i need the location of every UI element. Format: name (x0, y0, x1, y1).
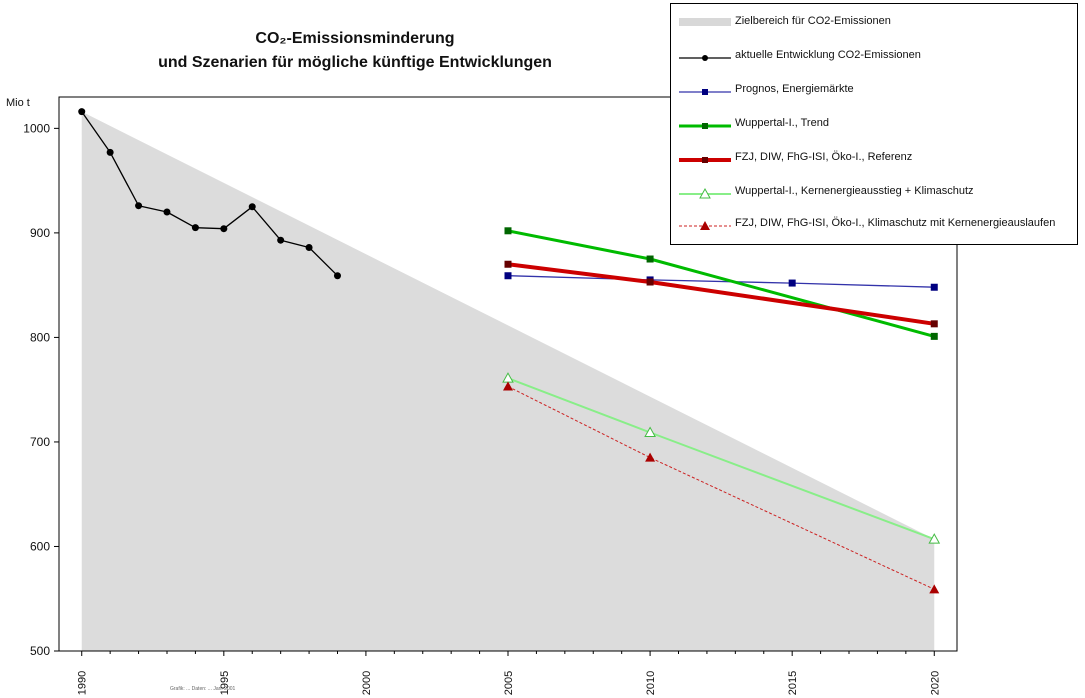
legend-item-wuppertal-klimaschutz: Wuppertal-I., Kernenergieausstieg + Klim… (671, 178, 1077, 208)
data-point (646, 278, 654, 286)
x-tick-label: 2000 (361, 671, 373, 695)
x-tick-label: 1990 (77, 671, 89, 695)
legend-item-prognos: Prognos, Energiemärkte (671, 76, 1077, 106)
series-line-3 (507, 262, 935, 326)
series-line-2 (507, 229, 935, 338)
data-point (220, 225, 228, 233)
data-point (929, 584, 940, 594)
y-tick-label: 700 (30, 435, 50, 449)
legend-label: Zielbereich für CO2-Emissionen (735, 15, 891, 27)
series-line-0 (81, 111, 338, 277)
legend-swatch-prognos (679, 89, 731, 95)
legend-label: FZJ, DIW, FhG-ISI, Öko-I., Referenz (735, 151, 913, 163)
data-point (504, 227, 512, 235)
data-point (106, 148, 114, 156)
data-point (788, 279, 796, 287)
x-tick-label: 2005 (503, 671, 515, 695)
data-point (191, 224, 199, 232)
legend-swatch-wuppertal-trend (679, 123, 731, 129)
series-line-5 (507, 386, 935, 590)
data-point (930, 283, 938, 291)
data-point (503, 381, 513, 391)
x-tick-label: 1995 (219, 671, 231, 695)
data-point (333, 272, 341, 280)
data-point (644, 426, 656, 438)
y-tick-label: 900 (30, 226, 50, 240)
data-point (305, 244, 313, 252)
y-axis-label: Mio t (6, 97, 30, 109)
data-point (135, 202, 143, 210)
y-tick-label: 500 (30, 644, 50, 658)
legend-swatch-klimaschutz-kernenergie (679, 221, 731, 230)
data-point (930, 332, 938, 340)
x-tick-label: 2020 (929, 671, 941, 695)
legend-label: Wuppertal-I., Trend (735, 117, 829, 129)
data-point (928, 533, 941, 544)
data-point (248, 203, 256, 211)
y-tick-label: 600 (30, 539, 50, 553)
legend-swatch-wuppertal-klimaschutz (679, 187, 731, 199)
data-point (277, 236, 285, 244)
y-tick-label: 1000 (23, 121, 50, 135)
data-point (78, 108, 86, 116)
source-note: Grafik: ... Daten: ... Jan. 2001 (170, 686, 236, 692)
legend-label: Wuppertal-I., Kernenergieausstieg + Klim… (735, 185, 974, 197)
legend: Zielbereich für CO2-Emissionen aktuelle … (670, 3, 1078, 245)
series-line-1 (507, 275, 935, 288)
data-point (930, 320, 938, 328)
data-point (504, 260, 512, 268)
x-tick-label: 2010 (645, 671, 657, 695)
legend-swatch-actual (679, 55, 731, 61)
legend-swatch-area (679, 18, 731, 26)
legend-label: aktuelle Entwicklung CO2-Emissionen (735, 49, 921, 61)
data-point (504, 272, 512, 280)
legend-label: FZJ, DIW, FhG-ISI, Öko-I., Klimaschutz m… (735, 217, 1056, 229)
legend-item-wuppertal-trend: Wuppertal-I., Trend (671, 110, 1077, 140)
legend-item-target-area: Zielbereich für CO2-Emissionen (671, 8, 1077, 38)
data-point (646, 255, 654, 263)
data-point (163, 208, 171, 216)
chart-subtitle: und Szenarien für mögliche künftige Entw… (158, 54, 552, 71)
legend-item-referenz: FZJ, DIW, FhG-ISI, Öko-I., Referenz (671, 144, 1077, 174)
data-point (645, 452, 656, 462)
x-tick-label: 2015 (787, 671, 799, 695)
legend-label: Prognos, Energiemärkte (735, 83, 854, 95)
chart-title: CO₂-Emissionsminderung (255, 30, 455, 47)
legend-swatch-referenz (679, 157, 731, 163)
legend-item-klimaschutz-kernenergie: FZJ, DIW, FhG-ISI, Öko-I., Klimaschutz m… (671, 210, 1077, 240)
y-tick-label: 800 (30, 330, 50, 344)
legend-item-actual: aktuelle Entwicklung CO2-Emissionen (671, 42, 1077, 72)
